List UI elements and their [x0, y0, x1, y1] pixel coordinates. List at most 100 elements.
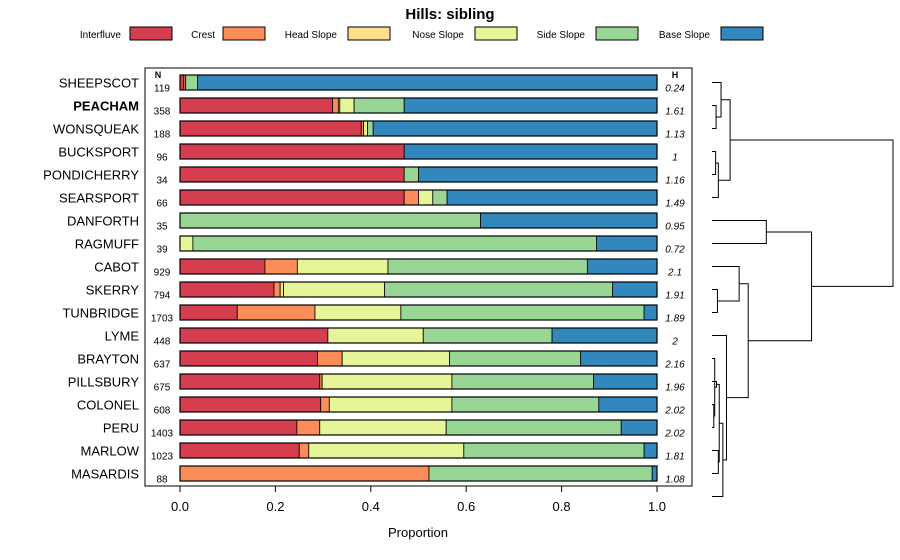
- bar-segment-bucksport-base-slope: [403, 143, 658, 160]
- bar-segment-cabot-interfluve: [179, 258, 266, 275]
- bar-segment-ragmuff-base-slope: [596, 235, 658, 252]
- plot-panel: N H: [144, 67, 693, 487]
- bar-segment-wonsqueak-side-slope: [367, 120, 374, 137]
- bar-outline-brayton: [179, 350, 658, 367]
- row-label-brayton: BRAYTON: [77, 352, 139, 367]
- h-value-wonsqueak: 1.13: [665, 130, 685, 141]
- bar-segment-tunbridge-nose-slope: [314, 304, 402, 321]
- bar-outline-skerry: [179, 281, 658, 298]
- bar-segment-marlow-interfluve: [179, 442, 300, 459]
- bar-segment-ragmuff-side-slope: [192, 235, 597, 252]
- n-value-peacham: 358: [154, 107, 171, 118]
- bar-row-sheepscot: SHEEPSCOT 119 0.24: [59, 74, 685, 95]
- bar-segment-wonsqueak-interfluve: [179, 120, 362, 137]
- bar-rows: SHEEPSCOT 119 0.24 PEACHAM 358 1.61 WONSQUEAK 1…: [43, 74, 685, 486]
- n-value-masardis: 88: [156, 475, 168, 486]
- bar-segment-searsport-base-slope: [446, 189, 658, 206]
- bar-outline-colonel: [179, 396, 658, 413]
- n-value-peru: 1403: [151, 429, 174, 440]
- bar-segment-skerry-nose-slope: [283, 281, 386, 298]
- bar-row-brayton: BRAYTON 637 2.16: [77, 350, 685, 371]
- h-value-pondicherry: 1.16: [665, 176, 685, 187]
- bar-outline-cabot: [179, 258, 658, 275]
- n-value-marlow: 1023: [151, 452, 174, 463]
- bar-segment-peacham-side-slope: [353, 97, 405, 114]
- x-tick-label: 0.8: [553, 499, 571, 514]
- dendrogram-merge-8: [712, 450, 719, 474]
- bar-segment-cabot-nose-slope: [296, 258, 389, 275]
- bar-segment-sheepscot-side-slope: [185, 74, 199, 91]
- bar-segment-searsport-side-slope: [432, 189, 448, 206]
- row-label-wonsqueak: WONSQUEAK: [53, 122, 139, 137]
- n-value-colonel: 608: [154, 406, 171, 417]
- bar-segment-marlow-base-slope: [643, 442, 658, 459]
- bar-segment-pillsbury-nose-slope: [321, 373, 453, 390]
- bar-row-tunbridge: TUNBRIDGE 1703 1.89: [62, 304, 685, 325]
- bar-segment-tunbridge-interfluve: [179, 304, 238, 321]
- n-value-cabot: 929: [154, 268, 171, 279]
- bar-segment-tunbridge-crest: [236, 304, 316, 321]
- bar-outline-ragmuff: [179, 235, 658, 252]
- bar-row-cabot: CABOT 929 2.1: [94, 258, 682, 279]
- h-value-colonel: 2.02: [664, 406, 685, 417]
- bar-segment-brayton-nose-slope: [341, 350, 450, 367]
- h-value-lyme: 2: [671, 337, 678, 348]
- h-value-searsport: 1.49: [665, 199, 685, 210]
- bar-segment-brayton-side-slope: [449, 350, 582, 367]
- bar-segment-peacham-base-slope: [403, 97, 658, 114]
- bar-outline-bucksport: [179, 143, 658, 160]
- x-tick-label: 0.4: [362, 499, 380, 514]
- h-value-peru: 2.02: [664, 429, 685, 440]
- x-tick-label: 0.2: [266, 499, 284, 514]
- bar-segment-peacham-crest: [332, 97, 339, 114]
- dendrogram-merge-16: [712, 220, 767, 244]
- n-value-danforth: 35: [156, 222, 168, 233]
- bar-segment-pillsbury-side-slope: [451, 373, 594, 390]
- bar-row-danforth: DANFORTH 35 0.95: [67, 212, 685, 233]
- bar-segment-lyme-interfluve: [179, 327, 329, 344]
- row-label-danforth: DANFORTH: [67, 214, 139, 229]
- bar-row-marlow: MARLOW 1023 1.81: [81, 442, 685, 463]
- bar-segment-danforth-side-slope: [179, 212, 481, 229]
- legend-swatch-base-slope: [720, 26, 764, 41]
- bar-segment-cabot-base-slope: [586, 258, 658, 275]
- row-label-pondicherry: PONDICHERRY: [43, 168, 139, 183]
- h-value-sheepscot: 0.24: [665, 84, 685, 95]
- x-tick-label: 0.6: [457, 499, 475, 514]
- row-label-bucksport: BUCKSPORT: [58, 145, 139, 160]
- n-value-pondicherry: 34: [156, 176, 168, 187]
- dendrogram-merge-18: [730, 139, 894, 287]
- n-value-pillsbury: 675: [154, 383, 171, 394]
- bar-segment-lyme-nose-slope: [327, 327, 424, 344]
- h-value-pillsbury: 1.96: [665, 383, 685, 394]
- bar-segment-pillsbury-interfluve: [179, 373, 321, 390]
- legend-label-crest: Crest: [191, 30, 215, 41]
- bar-row-lyme: LYME 448 2: [105, 327, 678, 348]
- bar-outline-searsport: [179, 189, 658, 206]
- bar-segment-colonel-crest: [320, 396, 330, 413]
- n-value-ragmuff: 39: [156, 245, 168, 256]
- dendrogram-merge-6: [712, 289, 718, 313]
- bar-segment-marlow-nose-slope: [308, 442, 465, 459]
- legend-swatch-nose-slope: [474, 26, 518, 41]
- bar-segment-peacham-nose-slope: [339, 97, 355, 114]
- bar-outline-peru: [179, 419, 658, 436]
- dendrogram-merge-11: [712, 422, 724, 497]
- bar-row-peacham: PEACHAM 358 1.61: [73, 97, 685, 118]
- bar-row-searsport: SEARSPORT 66 1.49: [59, 189, 685, 210]
- h-value-skerry: 1.91: [665, 291, 684, 302]
- bar-row-peru: PERU 1403 2.02: [103, 419, 685, 440]
- n-value-bucksport: 96: [156, 153, 168, 164]
- bar-segment-wonsqueak-nose-slope: [363, 120, 368, 137]
- bar-segment-searsport-interfluve: [179, 189, 405, 206]
- row-label-cabot: CABOT: [94, 260, 139, 275]
- bar-segment-peru-nose-slope: [319, 419, 447, 436]
- bar-segment-searsport-nose-slope: [418, 189, 434, 206]
- bar-row-pillsbury: PILLSBURY 675 1.96: [68, 373, 685, 394]
- x-axis: Proportion 0.0 0.2 0.4 0.6 0.8 1.0: [171, 486, 666, 540]
- bar-row-wonsqueak: WONSQUEAK 188 1.13: [53, 120, 685, 141]
- row-label-sheepscot: SHEEPSCOT: [59, 76, 139, 91]
- n-value-tunbridge: 1703: [151, 314, 174, 325]
- h-value-bucksport: 1: [672, 153, 678, 164]
- h-value-ragmuff: 0.72: [665, 245, 685, 256]
